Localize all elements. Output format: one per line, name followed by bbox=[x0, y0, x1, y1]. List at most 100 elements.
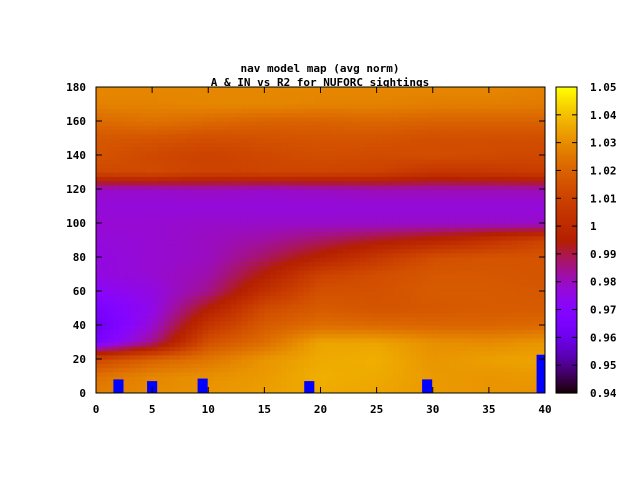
heatmap-cell bbox=[219, 265, 226, 271]
heatmap-cell bbox=[241, 320, 249, 326]
heatmap-cell bbox=[213, 350, 221, 356]
heatmap-cell bbox=[157, 252, 164, 258]
heatmap-cell bbox=[320, 269, 327, 275]
heatmap-cell bbox=[303, 155, 310, 160]
heatmap-cell bbox=[472, 235, 479, 241]
heatmap-cell bbox=[275, 350, 282, 356]
heatmap-cell bbox=[365, 303, 372, 309]
heatmap-cell bbox=[219, 286, 226, 292]
heatmap-cell bbox=[208, 189, 215, 194]
heatmap-cell bbox=[421, 354, 428, 360]
heatmap-cell bbox=[219, 201, 226, 207]
heatmap-cell bbox=[354, 325, 361, 330]
heatmap-cell bbox=[348, 227, 355, 233]
heatmap-cell bbox=[404, 269, 411, 275]
heatmap-cell bbox=[488, 248, 496, 254]
heatmap-cell bbox=[500, 172, 507, 177]
heatmap-cell bbox=[157, 150, 164, 156]
heatmap-cell bbox=[163, 167, 170, 173]
heatmap-cell bbox=[230, 142, 237, 148]
heatmap-cell bbox=[281, 380, 288, 386]
heatmap-cell bbox=[208, 320, 215, 326]
heatmap-cell bbox=[107, 231, 114, 237]
heatmap-cell bbox=[477, 223, 484, 228]
heatmap-cell bbox=[191, 172, 198, 177]
heatmap-cell bbox=[466, 257, 473, 262]
heatmap-cell bbox=[185, 376, 193, 381]
heatmap-cell bbox=[522, 303, 529, 309]
heatmap-cell bbox=[528, 278, 535, 284]
heatmap-cell bbox=[516, 214, 524, 220]
heatmap-cell bbox=[314, 291, 322, 296]
heatmap-cell bbox=[174, 299, 181, 305]
heatmap-cell bbox=[213, 261, 221, 267]
heatmap-cell bbox=[320, 350, 327, 356]
heatmap-cell bbox=[472, 278, 479, 284]
heatmap-cell bbox=[376, 167, 383, 173]
heatmap-cell bbox=[365, 155, 372, 160]
heatmap-cell bbox=[410, 376, 417, 381]
heatmap-cell bbox=[320, 150, 327, 156]
heatmap-cell bbox=[247, 201, 254, 207]
heatmap-cell bbox=[371, 367, 378, 373]
heatmap-cell bbox=[365, 180, 372, 186]
heatmap-cell bbox=[522, 257, 529, 262]
heatmap-cell bbox=[410, 371, 417, 377]
heatmap-cell bbox=[202, 189, 209, 194]
heatmap-cell bbox=[101, 150, 108, 156]
heatmap-cell bbox=[488, 201, 496, 207]
heatmap-cell bbox=[213, 197, 221, 203]
heatmap-cell bbox=[213, 299, 221, 305]
heatmap-cell bbox=[443, 163, 451, 169]
heatmap-cell bbox=[466, 197, 473, 203]
heatmap-cell bbox=[96, 240, 103, 245]
heatmap-cell bbox=[488, 278, 496, 284]
heatmap-cell bbox=[342, 380, 350, 386]
heatmap-cell bbox=[455, 155, 462, 160]
heatmap-cell bbox=[511, 159, 518, 165]
heatmap-cell bbox=[269, 371, 277, 377]
heatmap-cell bbox=[219, 359, 226, 364]
heatmap-cell bbox=[269, 299, 277, 305]
heatmap-cell bbox=[219, 210, 226, 216]
heatmap-cell bbox=[427, 155, 434, 160]
heatmap-cell bbox=[146, 325, 153, 330]
heatmap-cell bbox=[247, 223, 254, 228]
heatmap-cell bbox=[494, 138, 501, 143]
heatmap-cell bbox=[399, 371, 406, 377]
heatmap-cell bbox=[124, 176, 131, 182]
heatmap-cell bbox=[264, 248, 271, 254]
heatmap-cell bbox=[466, 354, 473, 360]
heatmap-cell bbox=[410, 218, 417, 224]
heatmap-cell bbox=[174, 333, 181, 339]
heatmap-cell bbox=[118, 252, 125, 258]
heatmap-cell bbox=[292, 214, 299, 220]
heatmap-cell bbox=[157, 346, 164, 352]
heatmap-cell bbox=[168, 278, 176, 284]
heatmap-cell bbox=[286, 261, 294, 267]
heatmap-cell bbox=[275, 312, 282, 318]
heatmap-cell bbox=[488, 252, 496, 258]
heatmap-cell bbox=[309, 223, 316, 228]
heatmap-cell bbox=[522, 197, 529, 203]
heatmap-cell bbox=[511, 201, 518, 207]
heatmap-cell bbox=[129, 269, 136, 275]
heatmap-cell bbox=[466, 218, 473, 224]
heatmap-cell bbox=[477, 299, 484, 305]
heatmap-cell bbox=[500, 265, 507, 271]
heatmap-cell bbox=[298, 286, 305, 292]
heatmap-cell bbox=[124, 172, 131, 177]
heatmap-cell bbox=[96, 371, 103, 377]
heatmap-cell bbox=[494, 346, 501, 352]
heatmap-cell bbox=[382, 303, 389, 309]
heatmap-cell bbox=[320, 146, 327, 152]
heatmap-cell bbox=[309, 367, 316, 373]
heatmap-cell bbox=[326, 265, 333, 271]
heatmap-cell bbox=[107, 138, 114, 143]
heatmap-cell bbox=[399, 337, 406, 343]
heatmap-cell bbox=[382, 129, 389, 135]
heatmap-cell bbox=[410, 278, 417, 284]
heatmap-cell bbox=[269, 320, 277, 326]
heatmap-cell bbox=[415, 163, 423, 169]
heatmap-cell bbox=[135, 125, 142, 131]
